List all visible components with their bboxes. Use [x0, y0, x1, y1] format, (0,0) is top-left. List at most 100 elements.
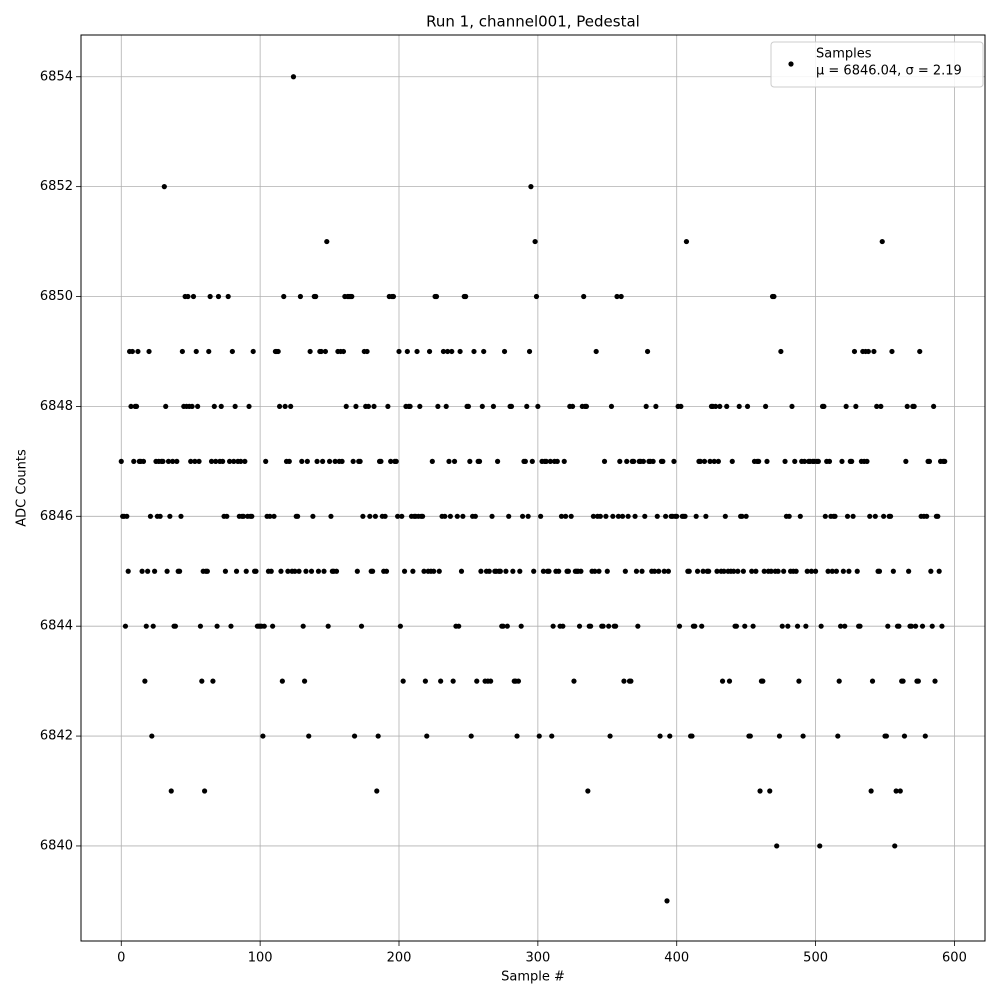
- point: [320, 458, 326, 464]
- point: [906, 568, 912, 574]
- point: [706, 568, 712, 574]
- point: [174, 458, 180, 464]
- point: [535, 403, 541, 410]
- point: [803, 623, 809, 629]
- point: [812, 568, 819, 574]
- point: [225, 293, 231, 300]
- point: [476, 458, 483, 464]
- point: [429, 458, 435, 464]
- point: [318, 348, 324, 355]
- point: [593, 348, 599, 355]
- point: [792, 458, 798, 464]
- point: [192, 458, 198, 464]
- point: [540, 568, 547, 574]
- point: [375, 733, 381, 739]
- point: [472, 513, 478, 519]
- chart-title: Run 1, channel001, Pedestal: [426, 13, 640, 31]
- point: [160, 458, 166, 464]
- point: [165, 458, 172, 464]
- point: [358, 623, 365, 629]
- point: [908, 623, 915, 629]
- point: [167, 513, 173, 519]
- point: [267, 513, 273, 519]
- point: [204, 568, 210, 574]
- y-tick-label: 6842: [40, 729, 73, 744]
- point: [774, 843, 780, 849]
- point: [201, 788, 208, 794]
- point: [721, 568, 727, 574]
- point: [157, 513, 163, 519]
- point: [663, 513, 669, 519]
- point: [224, 513, 230, 519]
- point: [242, 458, 248, 464]
- point: [229, 348, 235, 355]
- point: [135, 348, 141, 355]
- point: [778, 348, 784, 355]
- point: [351, 733, 358, 739]
- point: [536, 733, 542, 739]
- point: [749, 568, 755, 574]
- point: [922, 733, 928, 739]
- point: [139, 568, 145, 574]
- point: [713, 403, 719, 410]
- point: [665, 568, 671, 574]
- point: [328, 513, 334, 519]
- point: [370, 568, 376, 574]
- point: [897, 788, 903, 794]
- point: [436, 568, 442, 574]
- point: [145, 568, 151, 574]
- point: [478, 568, 484, 574]
- point: [622, 568, 628, 574]
- point: [404, 348, 410, 355]
- point: [276, 403, 283, 410]
- point: [928, 568, 934, 574]
- point: [240, 513, 247, 519]
- point: [818, 623, 824, 629]
- point: [501, 348, 508, 355]
- point: [912, 623, 919, 629]
- point: [653, 403, 659, 410]
- legend-label: Samples: [816, 47, 872, 62]
- point: [118, 458, 124, 464]
- point: [674, 513, 680, 519]
- point: [608, 403, 615, 410]
- point: [195, 403, 201, 410]
- point: [528, 184, 534, 190]
- point: [581, 293, 587, 300]
- point: [879, 238, 885, 245]
- point: [303, 568, 309, 574]
- point: [332, 458, 338, 464]
- point: [643, 403, 649, 410]
- x-axis-label: Sample #: [501, 970, 565, 985]
- point: [532, 238, 538, 245]
- point: [281, 293, 287, 300]
- point: [206, 348, 212, 355]
- point: [378, 458, 384, 464]
- point: [383, 568, 390, 574]
- point: [451, 458, 458, 464]
- point: [261, 623, 267, 629]
- point: [301, 678, 308, 684]
- point: [936, 568, 942, 574]
- point: [424, 733, 430, 739]
- point: [850, 513, 856, 519]
- point: [664, 898, 670, 904]
- point: [676, 623, 683, 629]
- point: [682, 513, 688, 519]
- point: [228, 623, 234, 629]
- point: [401, 568, 408, 574]
- point: [904, 403, 910, 410]
- point: [639, 568, 645, 574]
- point: [396, 348, 402, 355]
- point: [771, 293, 777, 300]
- point: [854, 568, 860, 574]
- point: [296, 568, 302, 574]
- point: [781, 568, 787, 574]
- point: [583, 403, 590, 410]
- point: [576, 623, 583, 629]
- point: [125, 568, 131, 574]
- point: [843, 403, 849, 410]
- y-axis-label: ADC Counts: [15, 449, 30, 527]
